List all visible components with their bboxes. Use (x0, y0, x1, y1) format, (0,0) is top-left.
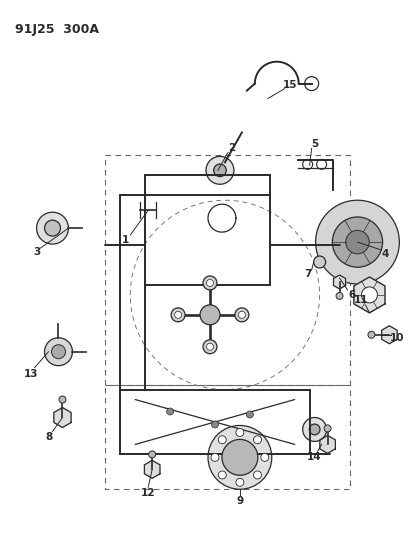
Circle shape (59, 396, 66, 403)
Circle shape (260, 454, 268, 462)
Text: 13: 13 (23, 369, 38, 378)
Text: 9: 9 (236, 496, 243, 506)
Polygon shape (319, 435, 335, 454)
Circle shape (211, 454, 218, 462)
Circle shape (361, 287, 377, 303)
Circle shape (335, 293, 342, 300)
Text: 7: 7 (303, 269, 311, 279)
Circle shape (206, 343, 213, 350)
Polygon shape (381, 326, 396, 344)
Circle shape (309, 424, 319, 435)
Circle shape (202, 276, 216, 290)
Text: 4: 4 (381, 249, 388, 259)
Circle shape (253, 436, 261, 444)
Polygon shape (54, 408, 71, 427)
Text: 3: 3 (33, 247, 40, 257)
Circle shape (174, 311, 181, 318)
Circle shape (218, 436, 226, 444)
Circle shape (235, 429, 243, 437)
Circle shape (148, 451, 155, 458)
Circle shape (206, 279, 213, 286)
Circle shape (45, 220, 60, 236)
Circle shape (202, 340, 216, 354)
Circle shape (36, 212, 68, 244)
Circle shape (206, 156, 233, 184)
Circle shape (171, 308, 185, 322)
Circle shape (315, 200, 399, 284)
Circle shape (218, 471, 226, 479)
Circle shape (246, 411, 253, 418)
Text: 12: 12 (140, 488, 155, 498)
Circle shape (345, 230, 368, 254)
Text: 8: 8 (45, 432, 52, 442)
Circle shape (235, 478, 243, 486)
Circle shape (221, 439, 257, 475)
Circle shape (313, 256, 325, 268)
Text: 15: 15 (282, 79, 296, 90)
Circle shape (211, 421, 218, 428)
Text: 91J25  300A: 91J25 300A (14, 23, 98, 36)
Circle shape (238, 311, 245, 318)
Circle shape (51, 345, 65, 359)
Polygon shape (144, 461, 159, 478)
Text: 14: 14 (306, 453, 320, 462)
Circle shape (253, 471, 261, 479)
Circle shape (199, 305, 219, 325)
Polygon shape (333, 275, 345, 289)
Circle shape (207, 425, 271, 489)
Circle shape (166, 408, 173, 415)
Circle shape (213, 164, 225, 176)
Circle shape (234, 308, 248, 322)
Circle shape (45, 338, 72, 366)
Circle shape (302, 417, 326, 441)
Polygon shape (353, 277, 384, 313)
Text: 10: 10 (389, 333, 404, 343)
Text: 1: 1 (121, 235, 128, 245)
Circle shape (323, 425, 330, 432)
Text: 5: 5 (310, 140, 318, 149)
Text: 6: 6 (347, 290, 354, 300)
Text: 2: 2 (228, 143, 235, 154)
Text: 11: 11 (354, 295, 368, 305)
Circle shape (367, 332, 374, 338)
Circle shape (332, 217, 382, 267)
